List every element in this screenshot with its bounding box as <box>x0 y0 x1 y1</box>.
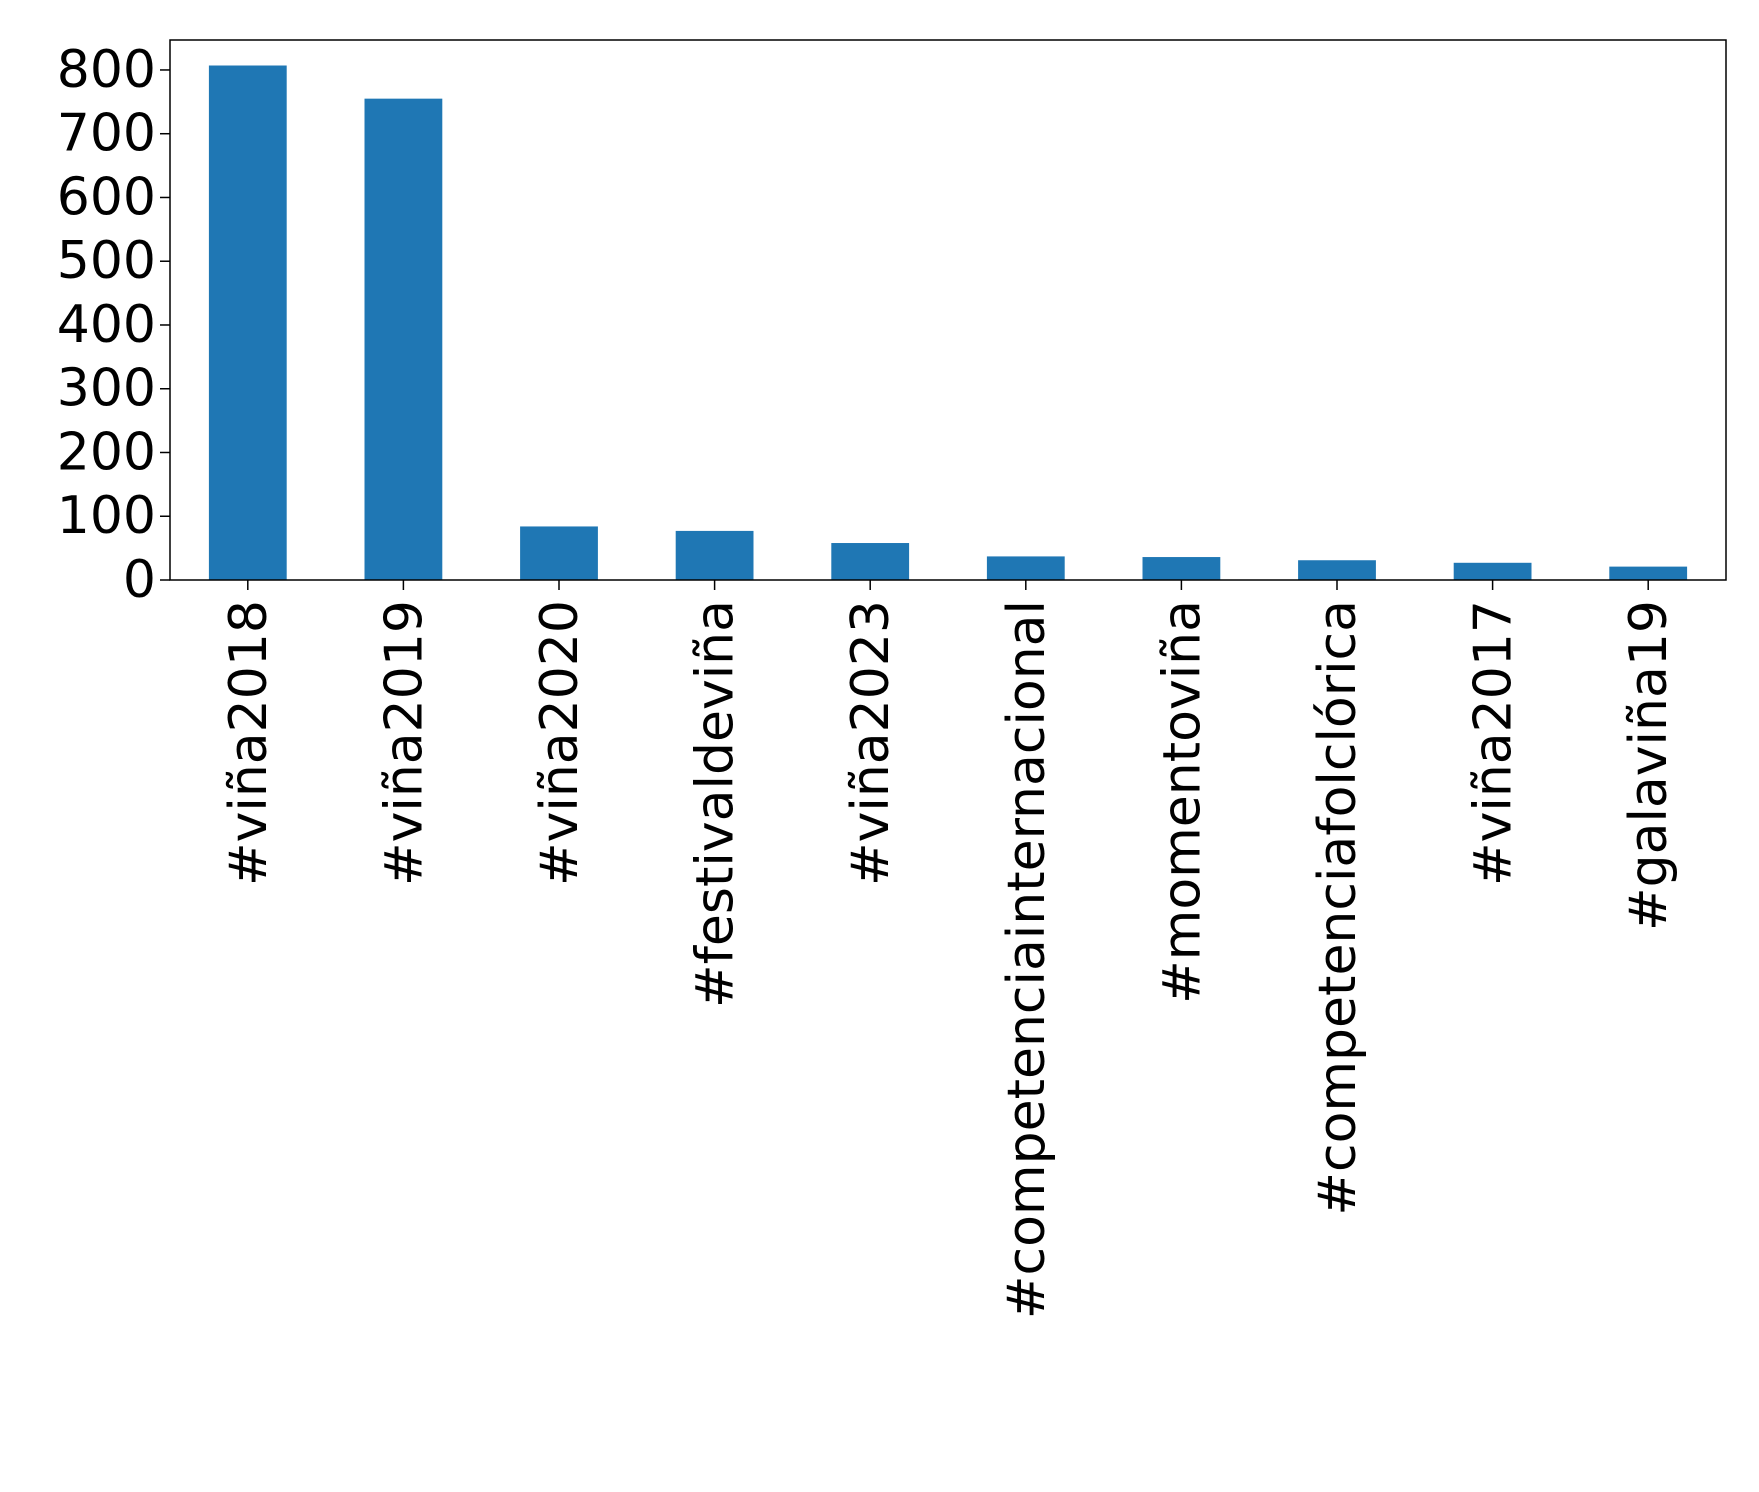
bar <box>1298 560 1376 580</box>
y-tick-label: 0 <box>123 550 156 610</box>
x-tick-label: #festivaldeviña <box>686 600 746 1008</box>
x-axis: #viña2018 #viña2019 #viña2020 #festivaldevi… <box>219 580 1679 1319</box>
bar <box>986 556 1065 580</box>
x-tick-label: #competenciafolclórica <box>1308 600 1368 1216</box>
x-tick-label: #viña2023 <box>841 600 901 886</box>
bar <box>208 65 287 580</box>
x-tick-label: #momentoviña <box>1152 600 1212 1004</box>
x-tick-label: #galaviña19 <box>1619 600 1679 931</box>
bar <box>675 530 754 580</box>
y-tick-label: 600 <box>57 167 156 227</box>
bar <box>1453 562 1532 580</box>
y-tick-label: 100 <box>57 486 156 546</box>
y-tick-label: 700 <box>57 104 156 164</box>
x-tick-label: #competenciainternacional <box>997 600 1057 1319</box>
bars-layer <box>208 65 1688 580</box>
plot-frame <box>169 39 1727 581</box>
y-tick-label: 300 <box>57 359 156 419</box>
y-tick-label: 800 <box>57 40 156 100</box>
bar <box>831 543 910 580</box>
bar <box>364 98 443 580</box>
bar <box>520 526 598 580</box>
y-tick-label: 400 <box>57 295 156 355</box>
y-tick-label: 200 <box>57 422 156 482</box>
bar <box>1609 566 1688 580</box>
x-tick-label: #viña2018 <box>219 600 279 886</box>
x-tick-label: #viña2020 <box>530 600 590 886</box>
bar <box>1142 557 1221 580</box>
x-tick-label: #viña2017 <box>1464 600 1524 886</box>
y-tick-label: 500 <box>57 231 156 291</box>
x-tick-label: #viña2019 <box>374 600 434 886</box>
